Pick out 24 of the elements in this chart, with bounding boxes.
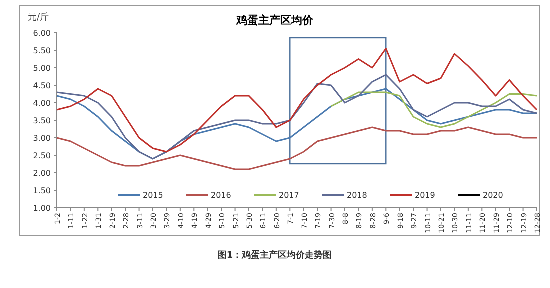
line-series — [56, 126, 538, 170]
y-tick-label: 1.00 — [33, 204, 51, 213]
caption: 图1：鸡蛋主产区均价走势图 — [218, 250, 332, 261]
legend-label: 2020 — [483, 191, 504, 200]
y-tick-label: 5.00 — [33, 64, 51, 73]
line-series — [56, 74, 538, 160]
chart-title: 鸡蛋主产区均价 — [236, 14, 314, 27]
legend-label: 2017 — [279, 191, 300, 200]
y-tick-label: 6.00 — [33, 29, 51, 38]
y-tick-label: 1.50 — [33, 186, 51, 196]
y-axis-title: 元/斤 — [28, 12, 50, 23]
y-tick-label: 5.50 — [33, 46, 51, 56]
y-tick-label: 2.50 — [33, 152, 51, 160]
y-tick-label: 3.50 — [33, 116, 51, 126]
line-series — [330, 92, 538, 128]
y-tick-label: 3.00 — [33, 134, 51, 143]
line-series — [56, 48, 538, 153]
legend-label: 2018 — [347, 191, 368, 200]
legend-label: 2019 — [415, 191, 436, 200]
y-tick-label: 4.50 — [33, 82, 51, 90]
legend-label: 2016 — [211, 191, 232, 200]
y-tick-label: 4.00 — [33, 99, 51, 108]
legend-label: 2015 — [143, 191, 164, 200]
y-tick-label: 2.00 — [33, 169, 51, 178]
